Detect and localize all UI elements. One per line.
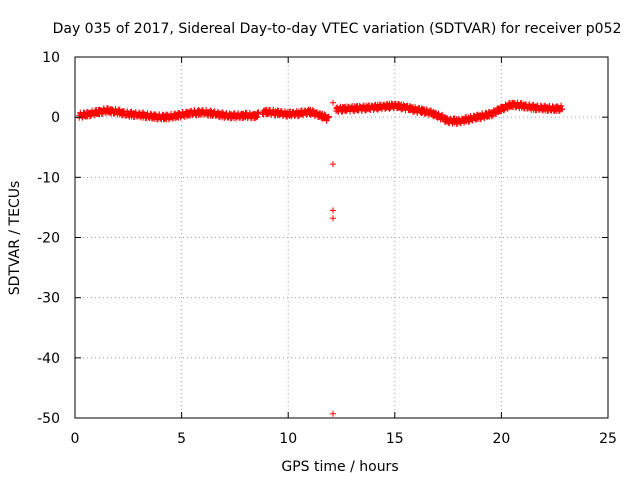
y-tick-label: 0 (51, 110, 60, 126)
data-point (254, 113, 261, 120)
x-tick-label: 15 (386, 431, 404, 447)
x-tick-label: 0 (71, 431, 80, 447)
data-point (207, 107, 214, 114)
axis-ticks (74, 56, 609, 419)
chart-title: Day 035 of 2017, Sidereal Day-to-day VTE… (53, 21, 622, 37)
y-tick-labels: 10 0 -10 -20 -30 -40 -50 (37, 50, 60, 427)
outlier-point (329, 161, 336, 168)
data-point (558, 102, 565, 109)
y-tick-label: -20 (37, 231, 60, 247)
outlier-point (329, 207, 336, 214)
x-axis-label: GPS time / hours (281, 459, 398, 475)
y-tick-label: -50 (37, 411, 60, 427)
y-tick-label: -30 (37, 291, 60, 307)
data-point (325, 114, 332, 121)
y-tick-label: -40 (37, 351, 60, 367)
x-tick-label: 5 (177, 431, 186, 447)
x-tick-label: 10 (279, 431, 297, 447)
data-points (76, 99, 566, 417)
y-axis-label: SDTVAR / TECUs (7, 181, 23, 296)
x-tick-labels: 0 5 10 15 20 25 (71, 431, 617, 447)
y-tick-label: -10 (37, 170, 60, 186)
y-tick-label: 10 (42, 50, 60, 66)
x-tick-label: 20 (492, 431, 510, 447)
data-point (489, 112, 496, 119)
x-tick-label: 25 (599, 431, 617, 447)
outlier-point (329, 99, 336, 106)
outlier-point (329, 215, 336, 222)
data-point (559, 106, 566, 113)
data-point (211, 108, 218, 115)
outlier-point (329, 410, 336, 417)
